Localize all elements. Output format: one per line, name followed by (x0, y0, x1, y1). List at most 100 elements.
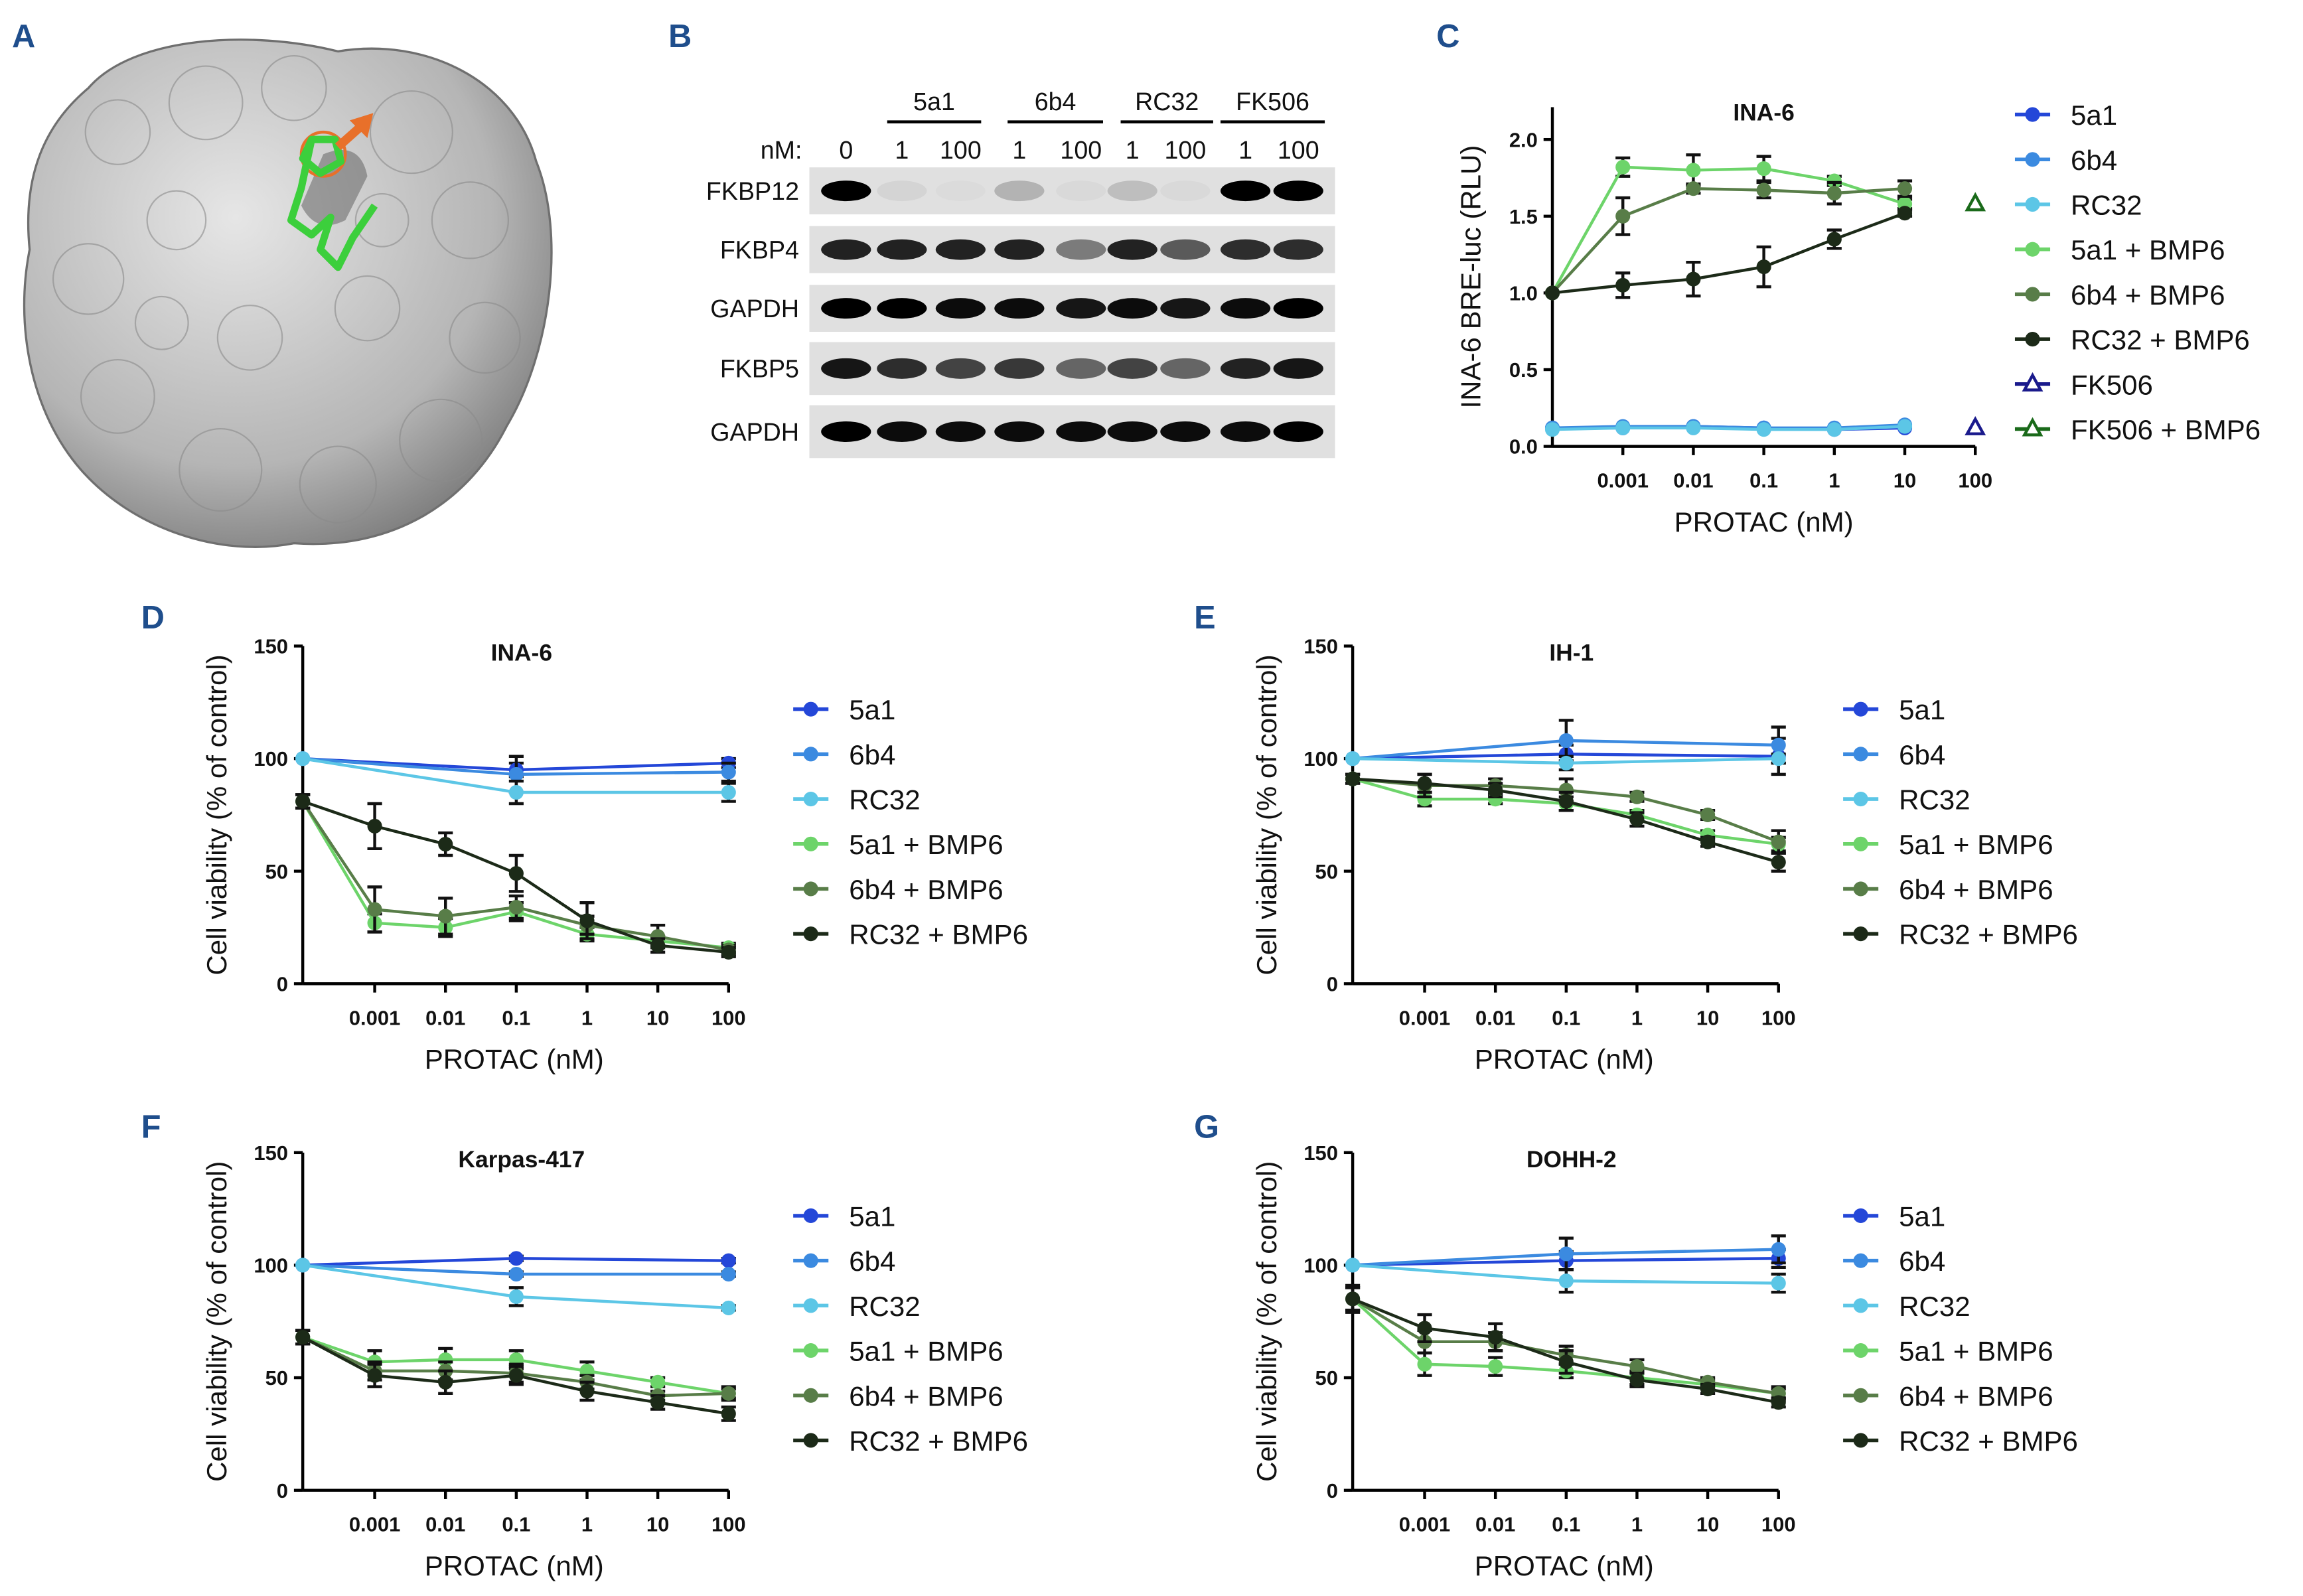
x-tick-label: 100 (711, 1513, 746, 1536)
legend-marker (2022, 417, 2043, 437)
blot-lane-label: 100 (1165, 136, 1207, 164)
data-point (1615, 159, 1631, 175)
x-tick-label: 0.1 (1749, 469, 1778, 492)
series-6b4-bmp6 (1345, 1286, 1786, 1402)
legend-label: 6b4 (1899, 1246, 1945, 1277)
blot-band (994, 181, 1045, 202)
blot-band (1160, 239, 1211, 260)
series-rc32 (1345, 751, 1786, 772)
blot-row-label: FKBP4 (720, 236, 799, 263)
series-line (1552, 423, 1905, 430)
legend-label: 5a1 + BMP6 (849, 1336, 1003, 1367)
x-tick-label: 0.1 (502, 1513, 530, 1536)
y-tick-label: 100 (1303, 747, 1338, 770)
panel-label: F (141, 1110, 161, 1145)
blot-band (936, 181, 986, 201)
y-tick-label: 50 (265, 860, 288, 883)
legend-marker (803, 1298, 818, 1313)
y-tick-label: 50 (265, 1366, 288, 1390)
blot-band (1220, 239, 1271, 260)
blot-band (1273, 421, 1323, 442)
blot-lane-label: 100 (1278, 136, 1319, 164)
surface-bump (168, 65, 244, 141)
data-point (438, 836, 453, 852)
data-point (1615, 208, 1631, 224)
legend-marker (803, 836, 818, 851)
data-point (1488, 1359, 1503, 1374)
data-point (1686, 420, 1701, 435)
surface-bump (179, 427, 263, 512)
legend-label: 6b4 + BMP6 (849, 1380, 1003, 1412)
data-point (721, 784, 736, 800)
legend-marker (803, 1388, 818, 1403)
y-axis-label: Cell viability (% of control) (201, 1161, 232, 1482)
legend-marker (1853, 1298, 1868, 1313)
legend-label: 5a1 (2071, 100, 2117, 131)
surface-bump (52, 243, 125, 315)
data-point (367, 902, 382, 917)
legend-label: RC32 + BMP6 (849, 919, 1028, 950)
surface-bump (449, 301, 521, 374)
blot-band (935, 298, 986, 319)
legend-marker (2025, 107, 2040, 122)
y-axis-label: Cell viability (% of control) (1251, 654, 1282, 975)
surface-bump (431, 181, 510, 259)
panel-label: D (141, 600, 165, 636)
ligand-sticks (287, 135, 378, 271)
legend-label: RC32 (849, 1291, 920, 1322)
blot-band (877, 181, 927, 202)
series-line (1552, 212, 1905, 295)
series-rc32-bmp6 (295, 1329, 736, 1422)
x-tick-label: 1 (1631, 1006, 1643, 1029)
surface-bump (334, 275, 401, 342)
blot-band (821, 239, 871, 260)
data-point (1345, 751, 1361, 766)
legend-label: 5a1 (1899, 1200, 1945, 1232)
series-rc32-bmp6 (1345, 1283, 1786, 1410)
data-point (650, 1374, 666, 1390)
x-tick-label: 0.001 (349, 1513, 401, 1536)
data-point (1965, 192, 1986, 212)
blot-band (1107, 421, 1157, 442)
data-point (1771, 1242, 1786, 1257)
x-tick-label: 0.01 (1475, 1006, 1515, 1029)
series-rc32-bmp6 (1345, 771, 1786, 873)
data-point (1345, 771, 1361, 786)
data-point (1629, 1372, 1645, 1388)
legend-marker (1853, 791, 1868, 807)
blot-lane-label: 0 (839, 136, 853, 164)
data-point (508, 1289, 524, 1305)
x-tick-label: 0.01 (425, 1006, 465, 1029)
protein-surface (23, 38, 553, 548)
y-tick-label: 50 (1315, 860, 1338, 883)
data-point (508, 1251, 524, 1266)
data-point (1686, 163, 1701, 178)
y-tick-label: 100 (254, 747, 288, 770)
y-tick-label: 0 (277, 972, 288, 995)
data-point (1345, 1258, 1361, 1273)
data-point (579, 1384, 595, 1399)
blot-band (821, 181, 871, 202)
legend-marker (1853, 926, 1868, 942)
data-point (1756, 422, 1771, 437)
blot-band (1160, 421, 1211, 442)
x-tick-label: 10 (1696, 1513, 1719, 1536)
legend-marker (803, 1433, 818, 1448)
x-axis-label: PROTAC (nM) (1475, 1044, 1654, 1075)
x-tick-label: 10 (646, 1006, 669, 1029)
surface-bump (84, 99, 151, 165)
data-point (1897, 419, 1913, 434)
x-tick-label: 0.1 (1552, 1006, 1580, 1029)
data-point (1771, 855, 1786, 870)
data-point (1615, 277, 1631, 293)
y-tick-label: 150 (254, 635, 288, 658)
legend-label: RC32 (1899, 1291, 1970, 1322)
data-point (1558, 1246, 1574, 1262)
legend-label: RC32 + BMP6 (849, 1425, 1028, 1457)
y-tick-label: 1.5 (1509, 205, 1538, 228)
blot-lane-label: 1 (1012, 136, 1026, 164)
x-tick-label: 10 (1696, 1006, 1719, 1029)
blot-group-label: RC32 (1135, 88, 1199, 115)
blot-lane-label: 1 (895, 136, 909, 164)
blot-band (1056, 298, 1106, 319)
